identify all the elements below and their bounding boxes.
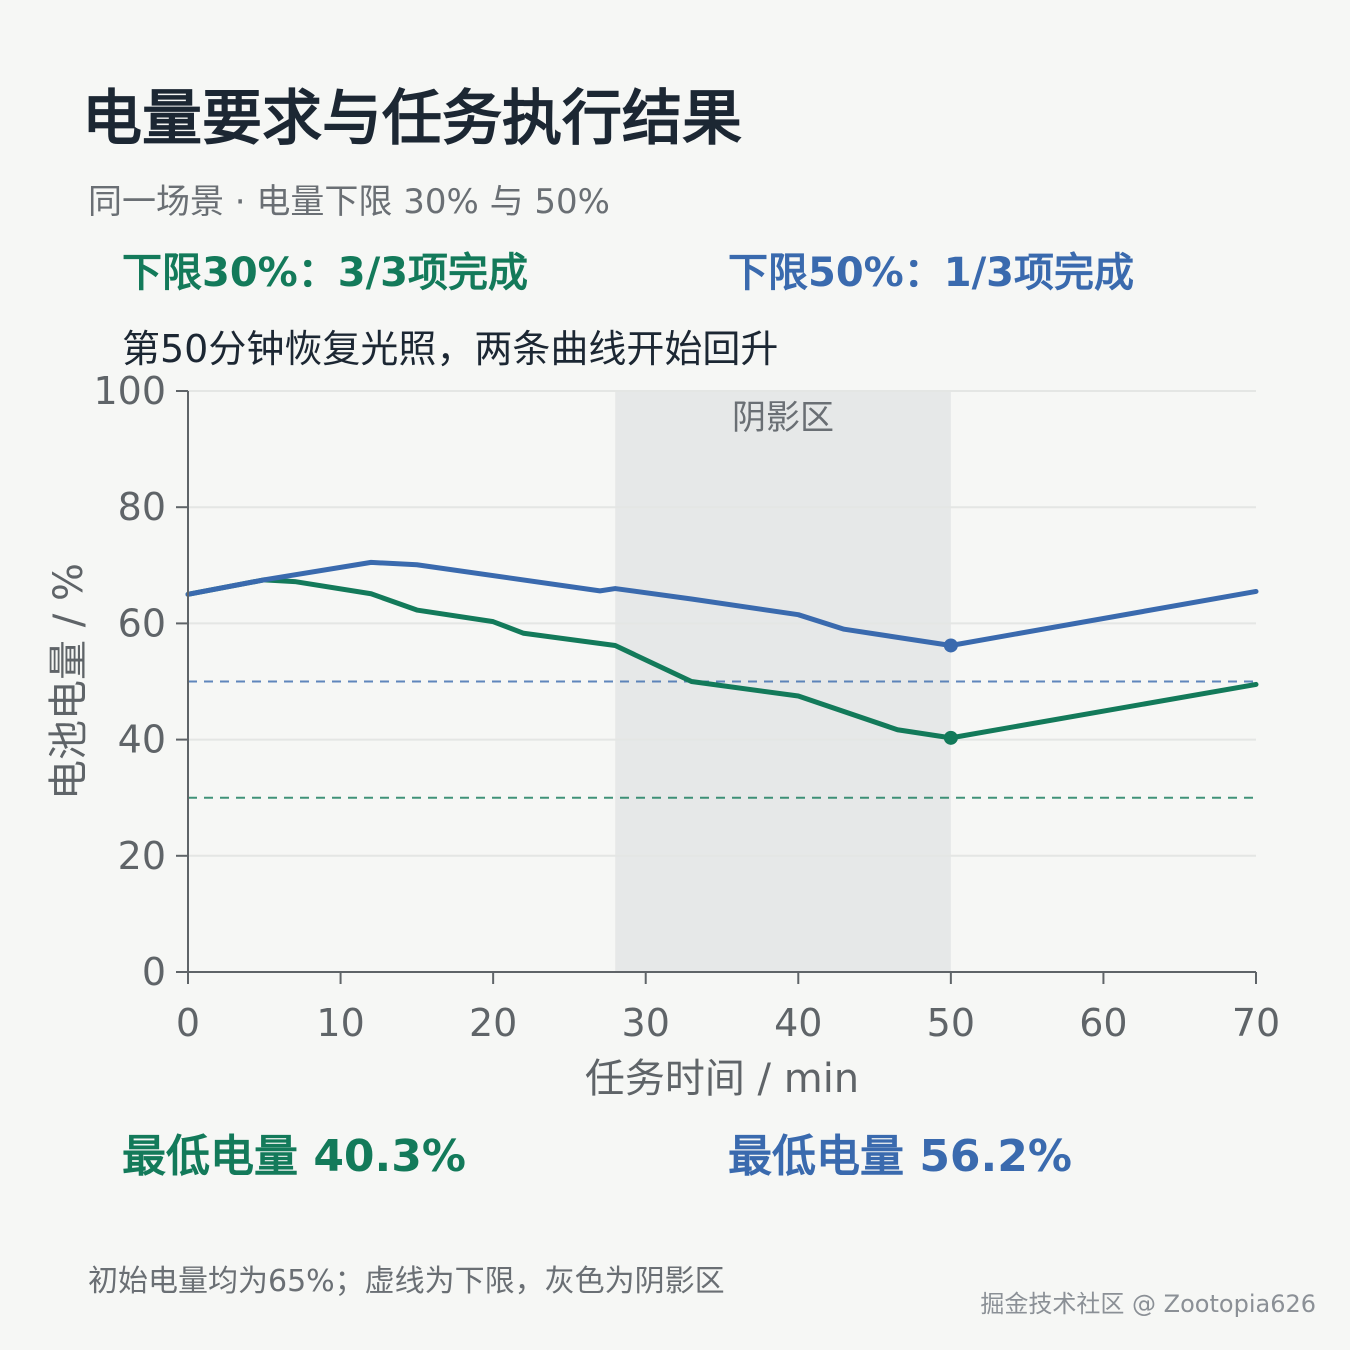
y-tick-label: 0	[142, 950, 166, 994]
y-tick-label: 40	[118, 718, 166, 762]
series-line	[185, 559, 1259, 648]
result-threshold-50: 下限50%：1/3项完成	[728, 250, 1135, 296]
footnote: 初始电量均为65%；虚线为下限，灰色为阴影区	[88, 1264, 725, 1299]
axes: 0 20 40 60 80 100 0 10 20 30 40 50 60 70	[93, 369, 1280, 1045]
chart-subtitle: 同一场景 · 电量下限 30% 与 50%	[88, 182, 610, 222]
result-threshold-30: 下限30%：3/3项完成	[122, 250, 529, 296]
y-tick-label: 20	[118, 834, 166, 878]
x-axis-title: 任务时间 / min	[585, 1056, 859, 1102]
x-tick-label: 30	[622, 1001, 670, 1045]
x-tick-label: 40	[774, 1001, 822, 1045]
min-battery-50: 最低电量 56.2%	[728, 1131, 1072, 1182]
x-tick-label: 60	[1079, 1001, 1127, 1045]
chart-title: 电量要求与任务执行结果	[82, 84, 742, 154]
watermark: 掘金技术社区 @ Zootopia626	[980, 1290, 1316, 1318]
series-layer	[185, 559, 1259, 745]
x-tick-label: 0	[176, 1001, 200, 1045]
series-line	[185, 577, 1259, 741]
threshold-lines	[188, 680, 1256, 799]
shadow-region-label: 阴影区	[732, 398, 834, 438]
min-point-marker	[943, 638, 958, 653]
x-tick-label: 20	[469, 1001, 517, 1045]
y-tick-label: 80	[118, 485, 166, 529]
x-tick-label: 50	[927, 1001, 975, 1045]
grid-lines	[188, 390, 1256, 857]
chart-annotation: 第50分钟恢复光照，两条曲线开始回升	[122, 327, 779, 371]
min-point-marker	[943, 730, 958, 745]
x-tick-label: 10	[316, 1001, 364, 1045]
x-tick-label: 70	[1232, 1001, 1280, 1045]
y-tick-label: 60	[118, 601, 166, 645]
min-battery-30: 最低电量 40.3%	[122, 1131, 466, 1182]
y-axis-title: 电池电量 / %	[46, 563, 92, 800]
y-tick-label: 100	[93, 369, 166, 413]
